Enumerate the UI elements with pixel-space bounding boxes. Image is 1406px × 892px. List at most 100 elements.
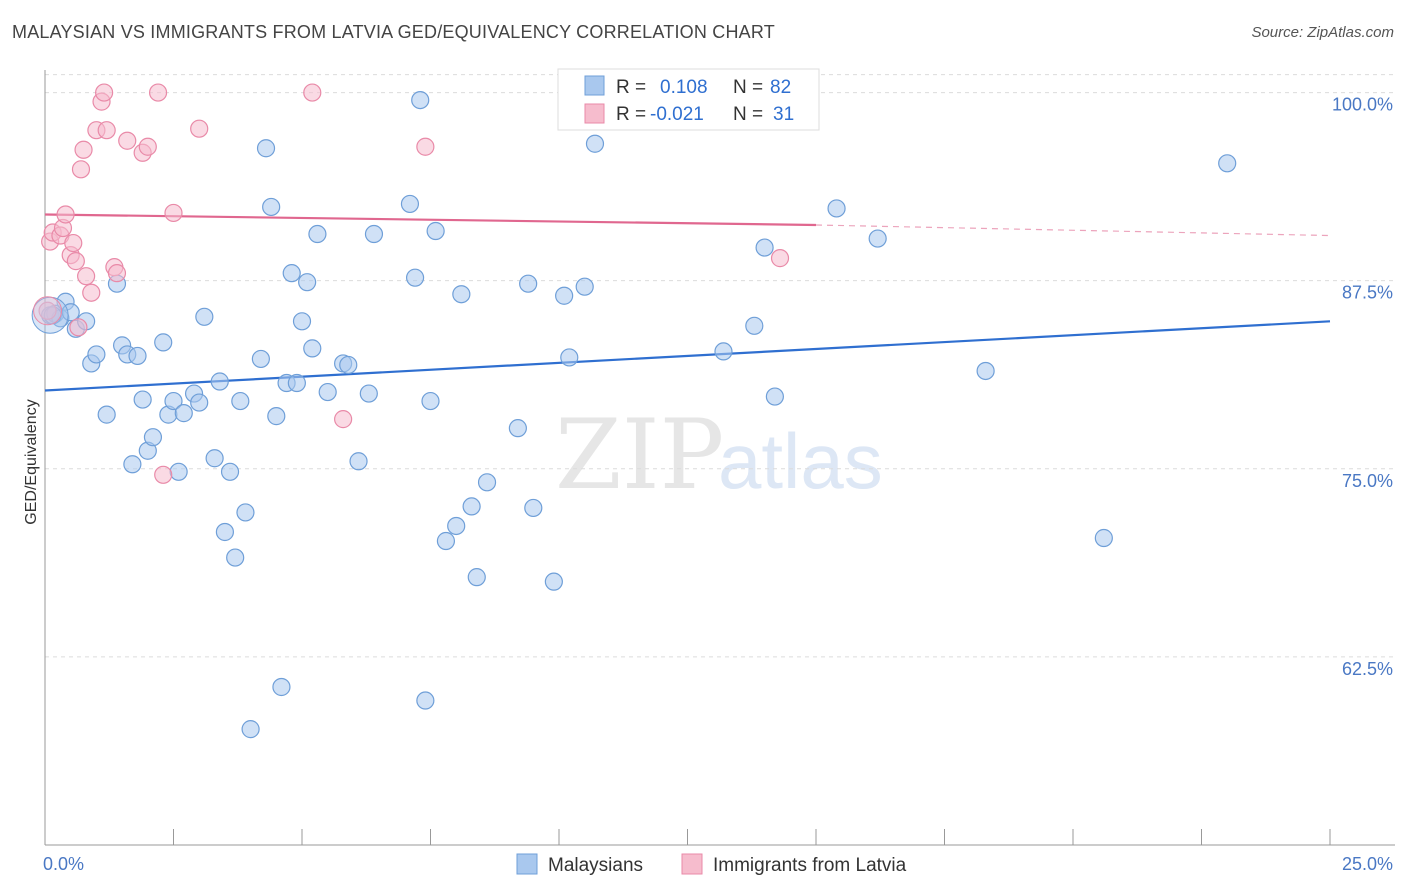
malaysian-point	[220, 462, 240, 481]
y-tick-label: 100.0%	[1332, 95, 1393, 115]
malaysian-point	[555, 286, 574, 305]
latvia-point	[138, 137, 157, 156]
latvia-point	[416, 137, 435, 156]
malaysian-point	[508, 419, 527, 438]
latvia-trend-line-dashed	[815, 224, 1331, 237]
watermark-zip: ZIP	[555, 399, 724, 511]
latvia-point	[71, 160, 91, 179]
legend-r-value-1: 0.108	[660, 77, 708, 98]
y-tick-label: 75.0%	[1342, 471, 1393, 491]
malaysian-point	[585, 134, 605, 153]
latvia-point	[148, 83, 168, 102]
malaysian-point	[462, 497, 481, 516]
malaysian-point	[298, 273, 317, 292]
latvia-cluster-point	[33, 296, 63, 326]
points-layer	[31, 83, 1237, 739]
malaysian-point	[560, 348, 579, 367]
malaysian-point	[359, 384, 378, 403]
latvia-point	[164, 203, 183, 223]
legend-n-label-1: N =	[733, 77, 763, 98]
malaysian-point	[97, 405, 116, 424]
malaysian-point	[349, 452, 368, 471]
malaysian-point	[755, 238, 774, 257]
legend-top: R = 0.108 N = 82 R = -0.021 N = 31	[557, 68, 820, 131]
malaysian-point	[236, 503, 255, 522]
malaysian-point	[1218, 154, 1237, 173]
malaysian-point	[282, 264, 301, 283]
axis-layer: 62.5% 75.0% 87.5% 100.0% 0.0% 25.0%	[43, 70, 1395, 874]
legend-n-label-2: N =	[733, 104, 763, 125]
x-tick-label-max: 25.0%	[1342, 854, 1393, 874]
malaysian-point	[215, 522, 234, 542]
malaysian-point	[164, 391, 183, 411]
legend-n-value-1: 82	[770, 77, 791, 98]
y-axis-label: GED/Equivalency	[23, 399, 40, 524]
malaysian-point	[303, 339, 322, 358]
malaysian-point	[154, 333, 173, 352]
malaysian-trend-line	[44, 320, 1331, 392]
malaysian-point	[292, 312, 312, 331]
malaysian-point	[575, 277, 594, 296]
legend-swatch-malaysians	[584, 75, 605, 96]
malaysian-point	[241, 720, 260, 739]
source-label: Source: ZipAtlas.com	[1251, 24, 1394, 41]
malaysian-point	[426, 221, 445, 241]
malaysian-point	[226, 548, 245, 567]
latvia-point	[82, 283, 101, 302]
malaysian-point	[128, 346, 147, 366]
legend-swatch-latvia	[584, 103, 605, 124]
legend-n-value-2: 31	[773, 104, 794, 125]
malaysian-point	[190, 393, 209, 412]
malaysian-point	[251, 349, 270, 369]
malaysian-point	[400, 194, 420, 214]
malaysian-point	[519, 274, 538, 293]
malaysian-point	[416, 691, 435, 710]
latvia-trend-line	[44, 213, 817, 227]
latvia-point	[118, 131, 137, 150]
malaysian-point	[205, 449, 224, 468]
latvia-point	[56, 205, 75, 224]
malaysian-point	[143, 428, 163, 447]
malaysian-point	[544, 572, 563, 591]
malaysian-point	[714, 342, 733, 361]
malaysian-point	[976, 361, 995, 381]
malaysian-point	[318, 382, 337, 402]
malaysian-point	[364, 224, 384, 244]
bottom-legend-malaysians: Malaysians	[548, 855, 643, 876]
malaysian-point	[827, 199, 846, 218]
latvia-point	[66, 252, 85, 271]
legend-r-label-1: R =	[616, 77, 646, 98]
latvia-point	[69, 318, 88, 337]
malaysian-point	[1094, 528, 1113, 548]
malaysian-point	[272, 677, 291, 697]
malaysian-point	[405, 268, 425, 287]
latvia-point	[64, 233, 83, 253]
trend-layer	[44, 213, 1331, 392]
legend-r-value-2: -0.021	[650, 104, 704, 125]
legend-bottom: Malaysians Immigrants from Latvia	[516, 853, 907, 876]
malaysian-point	[308, 224, 327, 244]
bottom-swatch-malaysians	[516, 853, 538, 875]
latvia-point	[303, 83, 322, 102]
malaysian-point	[421, 391, 440, 411]
malaysian-point	[231, 391, 250, 411]
latvia-point	[334, 410, 353, 429]
latvia-point	[77, 267, 96, 286]
y-tick-label: 87.5%	[1342, 283, 1393, 303]
y-tick-label: 62.5%	[1342, 659, 1393, 679]
malaysian-point	[447, 516, 466, 536]
malaysian-point	[477, 473, 497, 492]
malaysian-point	[467, 568, 486, 587]
malaysian-point	[210, 372, 229, 391]
malaysian-point	[411, 90, 430, 110]
malaysian-point	[339, 355, 358, 375]
x-tick-label-min: 0.0%	[43, 854, 84, 874]
malaysian-point	[123, 455, 142, 474]
chart-title: MALAYSIAN VS IMMIGRANTS FROM LATVIA GED/…	[12, 22, 775, 42]
bottom-legend-latvia: Immigrants from Latvia	[713, 855, 907, 876]
malaysian-point	[256, 139, 276, 158]
malaysian-point	[524, 498, 543, 518]
legend-r-label-2: R =	[616, 104, 646, 125]
latvia-point	[74, 140, 93, 159]
